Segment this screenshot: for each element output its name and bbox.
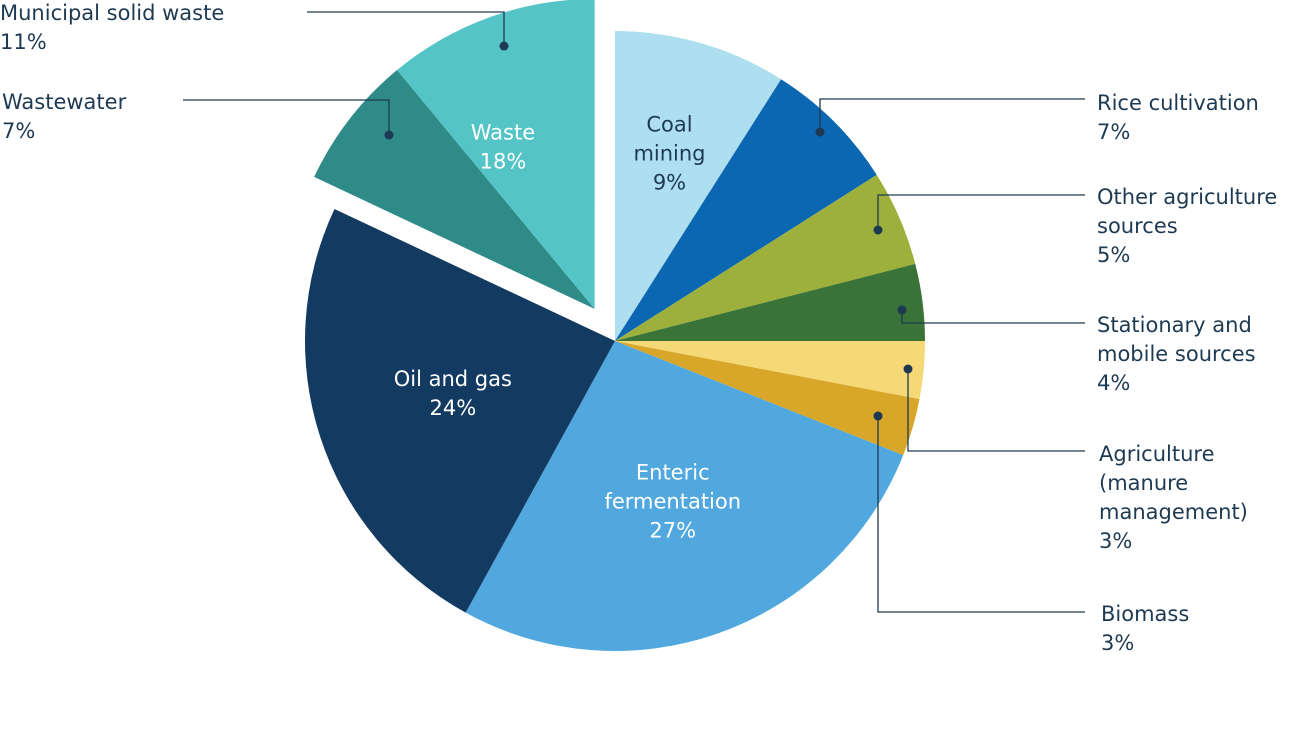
slice-label-coal-mining: Coal mining 9% bbox=[633, 112, 705, 194]
pie-slice-wastewater bbox=[314, 70, 595, 309]
group-label-waste: Waste 18% bbox=[471, 120, 535, 173]
pie-slice-municipal-solid-waste bbox=[397, 0, 595, 309]
pie-slice-agriculture-manure-management bbox=[615, 341, 926, 400]
pie-slice-stationary-and-mobile-sources bbox=[615, 263, 925, 341]
leader-line-other-agriculture-sources bbox=[877, 194, 1085, 230]
leader-line-wastewater bbox=[183, 99, 390, 135]
leader-dot-biomass bbox=[873, 411, 883, 421]
slice-label-agriculture-manure-management: Agriculture (manure management) 3% bbox=[1099, 442, 1248, 553]
leader-dot-wastewater bbox=[384, 130, 394, 140]
leader-line-municipal-solid-waste bbox=[307, 11, 505, 46]
slice-label-oil-and-gas: Oil and gas 24% bbox=[394, 367, 512, 420]
pie-slice-enteric-fermentation bbox=[465, 341, 904, 651]
slice-label-enteric-fermentation: Enteric fermentation 27% bbox=[604, 460, 741, 542]
leader-line-stationary-and-mobile-sources bbox=[901, 310, 1085, 324]
slice-label-other-agriculture-sources: Other agriculture sources 5% bbox=[1097, 185, 1277, 267]
slice-label-municipal-solid-waste: Municipal solid waste 11% bbox=[0, 1, 224, 54]
leader-dot-rice-cultivation bbox=[815, 127, 825, 137]
slice-label-biomass: Biomass 3% bbox=[1101, 602, 1189, 655]
leader-dot-agriculture-manure-management bbox=[903, 364, 913, 374]
pie-slice-rice-cultivation bbox=[615, 79, 877, 341]
pie-slice-other-agriculture-sources bbox=[615, 174, 916, 341]
slice-label-wastewater: Wastewater 7% bbox=[2, 90, 127, 143]
leader-line-biomass bbox=[877, 416, 1085, 613]
leader-dot-stationary-and-mobile-sources bbox=[897, 305, 907, 315]
pie-slice-coal-mining bbox=[615, 31, 782, 341]
slice-label-rice-cultivation: Rice cultivation 7% bbox=[1097, 91, 1259, 144]
slice-label-stationary-and-mobile-sources: Stationary and mobile sources 4% bbox=[1097, 313, 1256, 395]
pie-slice-biomass bbox=[615, 341, 920, 456]
leader-line-rice-cultivation bbox=[819, 98, 1085, 132]
leader-line-agriculture-manure-management bbox=[907, 369, 1085, 452]
leader-dot-municipal-solid-waste bbox=[499, 41, 509, 51]
pie-slice-oil-and-gas bbox=[305, 209, 615, 613]
leader-dot-other-agriculture-sources bbox=[873, 225, 883, 235]
